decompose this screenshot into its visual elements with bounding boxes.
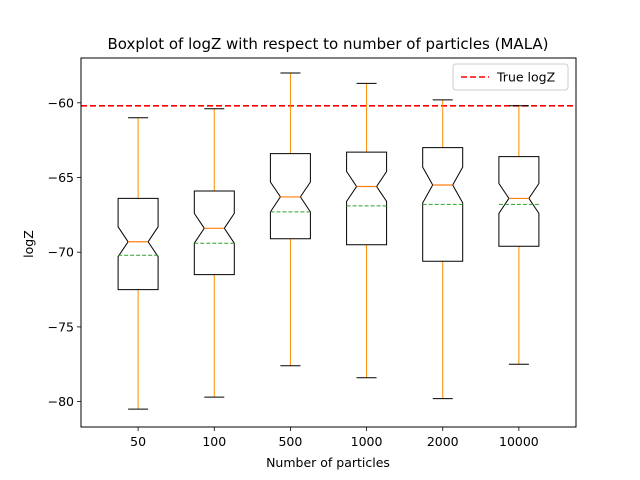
- x-tick-label: 10000: [499, 434, 539, 449]
- plot-area: 50 100 500 1000 2000 10000 −60 −65 −70 −75 −80 True…: [48, 57, 577, 449]
- legend-label: True logZ: [496, 70, 555, 85]
- x-tick-label: 500: [278, 434, 302, 449]
- x-tick-label: 50: [130, 434, 146, 449]
- notched-box: [117, 197, 159, 291]
- x-axis-label: Number of particles: [266, 455, 390, 470]
- chart-title: Boxplot of logZ with respect to number o…: [107, 35, 548, 53]
- notched-box: [193, 190, 235, 276]
- notched-box: [269, 153, 311, 240]
- y-tick-label: −60: [48, 95, 74, 110]
- y-tick-label: −80: [48, 394, 74, 409]
- y-tick-label: −70: [48, 245, 74, 260]
- x-tick-label: 100: [202, 434, 226, 449]
- legend-box: [452, 63, 569, 91]
- y-axis-label: logZ: [21, 230, 36, 258]
- y-tick-label: −65: [48, 170, 74, 185]
- x-tick-label: 1000: [351, 434, 383, 449]
- plot-frame: [80, 57, 577, 428]
- x-tick-label: 2000: [427, 434, 459, 449]
- notched-box: [498, 156, 540, 247]
- y-tick-label: −75: [48, 319, 74, 334]
- notched-box: [346, 151, 388, 246]
- notched-box: [422, 147, 464, 262]
